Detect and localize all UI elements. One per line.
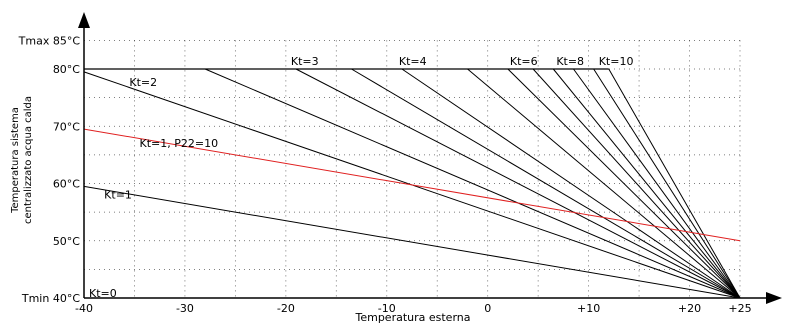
y-tick-label: Tmin 40°C (21, 292, 80, 305)
x-tick-label: -30 (176, 302, 194, 315)
x-tick-label: -20 (277, 302, 295, 315)
y-axis-arrow-icon (78, 12, 90, 28)
line-label: Kt=4 (399, 55, 427, 68)
line-label: Kt=6 (510, 55, 538, 68)
line-label: Kt=1, P22=10 (140, 137, 219, 150)
grid (84, 39, 741, 298)
line-label: Kt=0 (89, 287, 117, 300)
kt-line (552, 68, 741, 299)
x-tick-label: 0 (484, 302, 491, 315)
x-axis-label: Temperatura esterna (354, 311, 470, 323)
kt-line (593, 68, 741, 299)
kt-line (401, 68, 741, 299)
kt-line (507, 68, 741, 299)
x-tick-label: -40 (75, 302, 93, 315)
y-tick-label: 50°C (53, 235, 80, 248)
kt-line (608, 68, 741, 299)
y-axis-label-line-2: centralizzato acqua calda (23, 96, 34, 224)
y-tick-label: 60°C (53, 178, 80, 191)
y-axis-label-line-1: Temperatura sistema (10, 107, 21, 214)
kt-line (573, 68, 741, 299)
line-label: Kt=3 (291, 55, 319, 68)
x-axis-arrow-icon (766, 292, 782, 304)
x-tick-label: +10 (577, 302, 600, 315)
y-tick-label: Tmax 85°C (18, 34, 81, 47)
kt-line (532, 68, 741, 299)
line-labels: Kt=0 Kt=1 Kt=2 Kt=1, P22=10 Kt=3 Kt=4 Kt=6 Kt=8… (89, 55, 633, 300)
x-tick-label: +25 (728, 302, 751, 315)
series-group (83, 68, 741, 299)
kt-line (204, 68, 741, 299)
line-label: Kt=2 (129, 76, 157, 89)
x-tick-label: +20 (678, 302, 701, 315)
line-label: Kt=8 (556, 55, 584, 68)
y-tick-label: 70°C (53, 120, 80, 133)
tick-labels: -40 -30 -20 -10 0 +10 +20 +25 Tmin 40°C 50°C 60°C 7… (18, 34, 752, 315)
line-label: Kt=1 (104, 188, 132, 201)
kt-line (83, 185, 741, 299)
line-label: Kt=10 (599, 55, 634, 68)
axes (78, 12, 782, 304)
kt-line (467, 68, 741, 299)
y-tick-label: 80°C (53, 63, 80, 76)
kt-line (295, 68, 741, 299)
x-tick-label: -10 (378, 302, 396, 315)
kt-line (351, 68, 741, 299)
kt-line-red (83, 128, 741, 242)
